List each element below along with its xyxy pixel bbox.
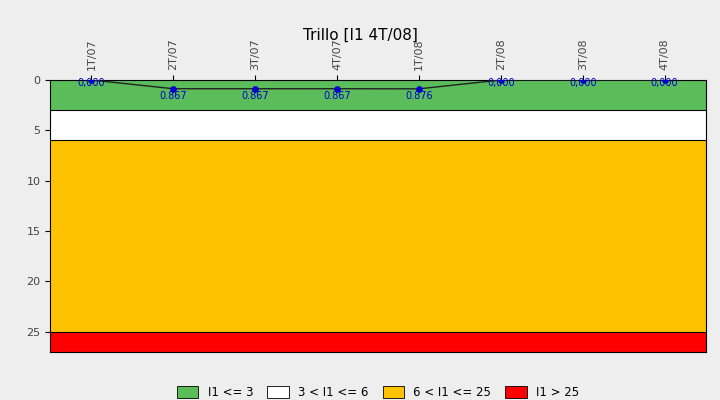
Point bbox=[577, 77, 588, 83]
Text: 0.867: 0.867 bbox=[241, 90, 269, 100]
Point bbox=[249, 86, 261, 92]
Text: 0.867: 0.867 bbox=[159, 90, 187, 100]
Point bbox=[413, 86, 425, 92]
Text: 0,000: 0,000 bbox=[487, 78, 515, 88]
Text: 0,000: 0,000 bbox=[78, 78, 105, 88]
Text: Trillo [I1 4T/08]: Trillo [I1 4T/08] bbox=[302, 28, 418, 43]
Legend: I1 <= 3, 3 < I1 <= 6, 6 < I1 <= 25, I1 > 25: I1 <= 3, 3 < I1 <= 6, 6 < I1 <= 25, I1 >… bbox=[171, 380, 585, 400]
Text: 0.867: 0.867 bbox=[323, 90, 351, 100]
Point bbox=[659, 77, 670, 83]
Point bbox=[331, 86, 343, 92]
Text: 0,000: 0,000 bbox=[651, 78, 678, 88]
Text: 0.876: 0.876 bbox=[405, 91, 433, 101]
Point bbox=[495, 77, 507, 83]
Point bbox=[86, 77, 97, 83]
Point bbox=[168, 86, 179, 92]
Text: 0,000: 0,000 bbox=[569, 78, 597, 88]
